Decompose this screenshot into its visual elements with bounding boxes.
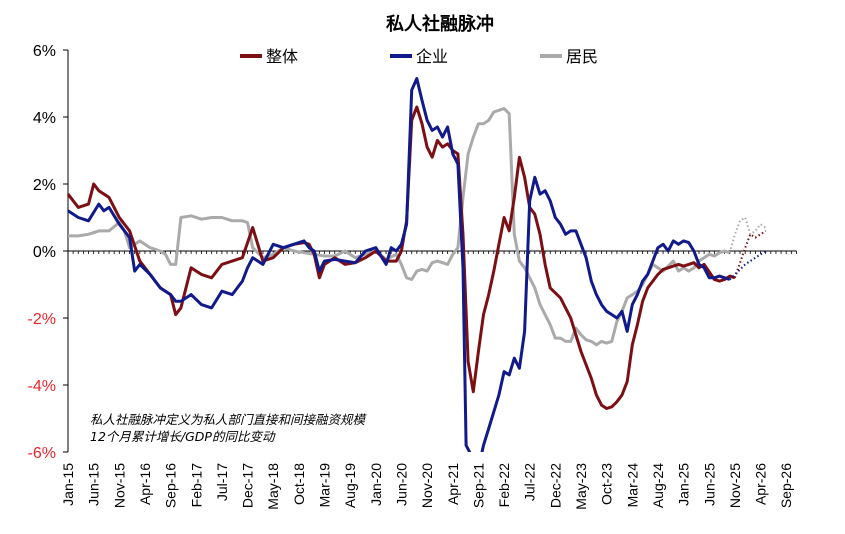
x-tick-label: Feb-22 <box>496 463 512 508</box>
x-tick-label: May-18 <box>265 463 281 510</box>
legend: 整体 企业 居民 <box>240 47 598 66</box>
x-tick-label: Oct-18 <box>291 463 307 505</box>
x-tick-label: May-23 <box>573 463 589 510</box>
x-tick-label: Nov-25 <box>727 463 743 508</box>
y-tick-label: 4% <box>33 110 56 127</box>
x-tick-label: Jan-20 <box>368 463 384 506</box>
x-tick-label: Jan-25 <box>676 463 692 506</box>
y-tick-label: 0% <box>33 244 56 261</box>
x-tick-label: Oct-23 <box>599 463 615 505</box>
legend-label-overall: 整体 <box>266 47 298 66</box>
series-forecast-2 <box>728 215 767 253</box>
x-tick-label: Sep-26 <box>778 463 794 508</box>
x-tick-label: Apr-16 <box>137 463 153 505</box>
x-tick-label: Jan-15 <box>60 463 76 506</box>
x-tick-label: Dec-22 <box>547 463 563 508</box>
x-tick-label: Mar-19 <box>317 463 333 508</box>
x-tick-label: Aug-19 <box>342 463 358 508</box>
series-forecast-0 <box>733 230 767 279</box>
x-tick-label: Jul-17 <box>214 463 230 501</box>
y-tick-label: 2% <box>33 177 56 194</box>
series-forecast-1 <box>729 250 767 281</box>
x-tick-label: Dec-17 <box>240 463 256 508</box>
y-axis: -6% -4% -2% 0% 2% 4% 6% <box>28 43 69 462</box>
x-tick-label: Jul-22 <box>522 463 538 501</box>
x-tick-label: Aug-24 <box>650 463 666 508</box>
x-tick-label: Nov-20 <box>419 463 435 508</box>
series-line-1 <box>67 77 731 452</box>
x-tick-label: Nov-15 <box>111 463 127 508</box>
x-tick-label: Apr-21 <box>445 463 461 505</box>
x-tick-label: Jun-20 <box>393 463 409 506</box>
y-tick-label: -4% <box>28 378 56 395</box>
footnote-line-1: 私人社融脉冲定义为私人部门直接和间接融资规模 <box>90 412 368 427</box>
x-tick-label: Sep-16 <box>163 463 179 508</box>
x-tick-label: Feb-17 <box>188 463 204 508</box>
x-tick-label: Jun-15 <box>86 463 102 506</box>
series-layer <box>67 77 767 452</box>
y-tick-label: -2% <box>28 311 56 328</box>
y-tick-label: -6% <box>28 445 56 462</box>
x-tick-label: Sep-21 <box>470 463 486 508</box>
legend-label-corporate: 企业 <box>416 47 448 66</box>
x-tick-label: Apr-26 <box>753 463 769 505</box>
x-axis: Jan-15 Jun-15 Nov-15 Apr-16 Sep-16 Feb-17 Jul-… <box>60 250 797 510</box>
chart-title: 私人社融脉冲 <box>386 13 494 35</box>
footnote: 私人社融脉冲定义为私人部门直接和间接融资规模 12个月累计增长/GDP的同比变动 <box>90 412 368 444</box>
y-tick-label: 6% <box>33 43 56 60</box>
x-tick-label: Jun-25 <box>701 463 717 506</box>
footnote-line-2: 12个月累计增长/GDP的同比变动 <box>90 429 276 444</box>
legend-label-household: 居民 <box>566 47 598 66</box>
x-tick-label: Mar-24 <box>624 463 640 508</box>
